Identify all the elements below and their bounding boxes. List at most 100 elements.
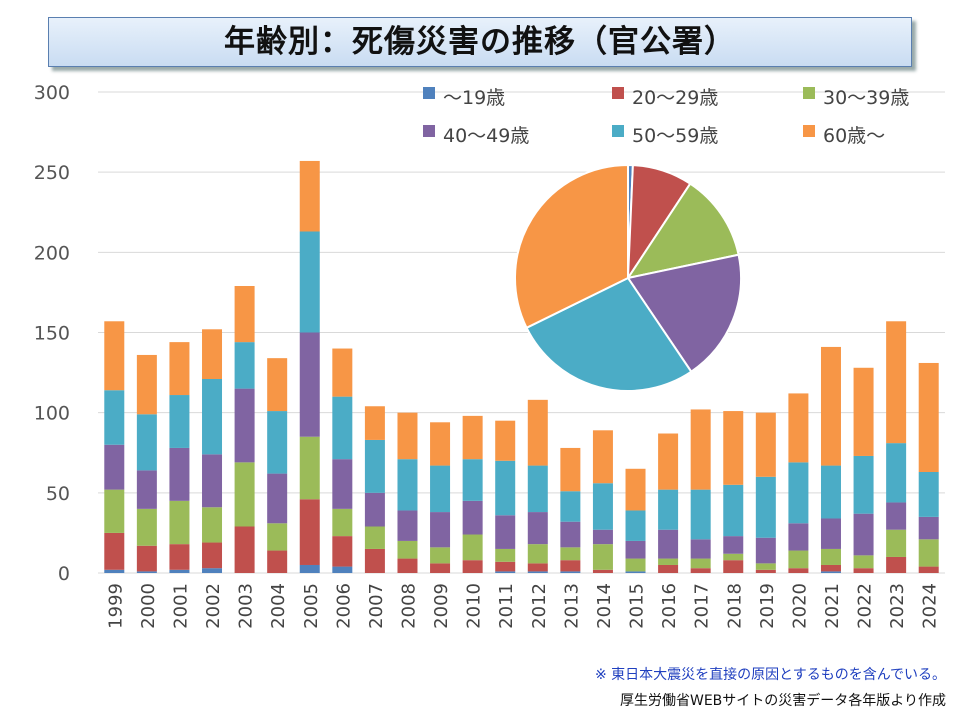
bar-segment-2013-s4: [560, 491, 581, 522]
bar-segment-2001-s3: [169, 447, 190, 501]
y-tick-label: 150: [34, 323, 70, 345]
y-tick-label: 200: [34, 242, 70, 264]
bar-segment-2019-s3: [755, 537, 776, 564]
legend-swatch: [423, 87, 435, 99]
bar-segment-2024-s2: [918, 539, 939, 567]
legend-swatch: [803, 125, 815, 137]
bar-segment-2004-s5: [267, 358, 288, 412]
bar-segment-2024-s3: [918, 516, 939, 540]
y-tick-label: 50: [46, 483, 70, 505]
bar-segment-2023-s1: [886, 556, 907, 573]
bar-segment-2006-s3: [332, 459, 353, 509]
x-tick-label: 2000: [138, 583, 159, 629]
x-tick-label: 2001: [170, 583, 191, 629]
bar-segment-2017-s4: [690, 489, 711, 540]
bar-segment-2023-s4: [886, 443, 907, 503]
bar-segment-2022-s5: [853, 367, 874, 456]
bar-segment-2009-s5: [430, 422, 451, 466]
bar-segment-2016-s5: [658, 433, 679, 490]
x-tick-label: 2003: [236, 583, 257, 629]
bar-segment-2003-s4: [234, 342, 255, 389]
bar-segment-1999-s1: [104, 532, 125, 570]
bar-segment-2011-s2: [495, 548, 516, 562]
bar-segment-2014-s5: [592, 430, 613, 484]
bar-segment-2002-s2: [202, 507, 223, 543]
bar-segment-2019-s1: [755, 569, 776, 573]
bar-segment-2019-s5: [755, 412, 776, 477]
bar-segment-2014-s4: [592, 483, 613, 530]
bar-segment-2010-s1: [462, 560, 483, 573]
y-tick-label: 250: [34, 162, 70, 184]
x-tick-label: 2009: [431, 583, 452, 629]
bar-segment-1999-s0: [104, 569, 125, 573]
bar-segment-2020-s2: [788, 550, 809, 569]
bar-segment-2019-s2: [755, 563, 776, 570]
x-tick-label: 2014: [594, 583, 615, 629]
bar-segment-2000-s3: [136, 470, 157, 509]
bar-segment-2016-s4: [658, 489, 679, 530]
bar-segment-2012-s4: [527, 465, 548, 513]
bar-segment-2010-s4: [462, 459, 483, 501]
x-tick-label: 2012: [529, 583, 550, 629]
bar-segment-2012-s2: [527, 544, 548, 564]
bar-segment-2000-s5: [136, 354, 157, 415]
bar-segment-2012-s5: [527, 399, 548, 466]
y-tick-label: 300: [34, 82, 70, 104]
legend-swatch: [803, 87, 815, 99]
bar-segment-2011-s1: [495, 561, 516, 572]
bar-segment-2012-s0: [527, 571, 548, 573]
bar-segment-2005-s5: [299, 160, 320, 232]
legend-label: 50～59歳: [632, 125, 718, 147]
bar-segment-2011-s0: [495, 571, 516, 573]
bar-segment-2003-s5: [234, 286, 255, 343]
x-tick-label: 2018: [724, 583, 745, 629]
x-tick-label: 2008: [398, 583, 419, 629]
bar-segment-1999-s4: [104, 390, 125, 445]
bar-segment-2011-s3: [495, 515, 516, 549]
bar-segment-2022-s4: [853, 455, 874, 514]
bar-segment-2014-s3: [592, 529, 613, 545]
bar-segment-2001-s4: [169, 395, 190, 448]
x-tick-label: 2023: [887, 583, 908, 629]
bar-segment-2002-s1: [202, 542, 223, 569]
note-earthquake: ※ 東日本大震災を直接の原因とするものを含んでいる。: [594, 667, 946, 683]
x-tick-label: 2020: [789, 583, 810, 629]
x-tick-label: 2024: [920, 583, 941, 629]
bar-segment-2021-s1: [820, 564, 841, 572]
bar-segment-2011-s4: [495, 460, 516, 516]
bar-segment-2014-s2: [592, 544, 613, 570]
bar-segment-2003-s2: [234, 462, 255, 527]
bar-segment-2009-s3: [430, 512, 451, 548]
x-tick-label: 2004: [268, 583, 289, 629]
y-tick-label: 0: [58, 563, 70, 585]
bar-segment-2016-s1: [658, 564, 679, 573]
bar-segment-2015-s3: [625, 540, 646, 559]
bar-segment-2021-s5: [820, 346, 841, 466]
bar-segment-2005-s4: [299, 231, 320, 333]
bar-segment-2017-s1: [690, 568, 711, 573]
bar-segment-2005-s2: [299, 436, 320, 500]
bar-segment-2017-s5: [690, 409, 711, 490]
y-tick-label: 100: [34, 403, 70, 425]
x-tick-label: 2022: [855, 583, 876, 629]
x-tick-label: 2005: [301, 583, 322, 629]
bar-segment-2020-s5: [788, 393, 809, 463]
legend-label: 30～39歳: [823, 87, 909, 109]
bar-segment-1999-s3: [104, 444, 125, 490]
bar-segment-1999-s2: [104, 489, 125, 533]
bar-segment-2001-s0: [169, 569, 190, 573]
bar-segment-2022-s1: [853, 568, 874, 573]
bar-segment-2016-s3: [658, 529, 679, 559]
legend-swatch: [612, 125, 624, 137]
note-source: 厚生労働省WEBサイトの災害データ各年版より作成: [619, 693, 946, 709]
pie-slice-4: [525, 276, 693, 392]
bar-segment-2006-s2: [332, 508, 353, 537]
legend-swatch: [423, 125, 435, 137]
bar-segment-2018-s1: [723, 560, 744, 573]
legend-label: 20～29歳: [632, 87, 718, 109]
bar-segment-2007-s4: [364, 439, 385, 493]
bar-segment-2007-s5: [364, 406, 385, 440]
x-tick-label: 2002: [203, 583, 224, 629]
bar-segment-2011-s5: [495, 420, 516, 461]
